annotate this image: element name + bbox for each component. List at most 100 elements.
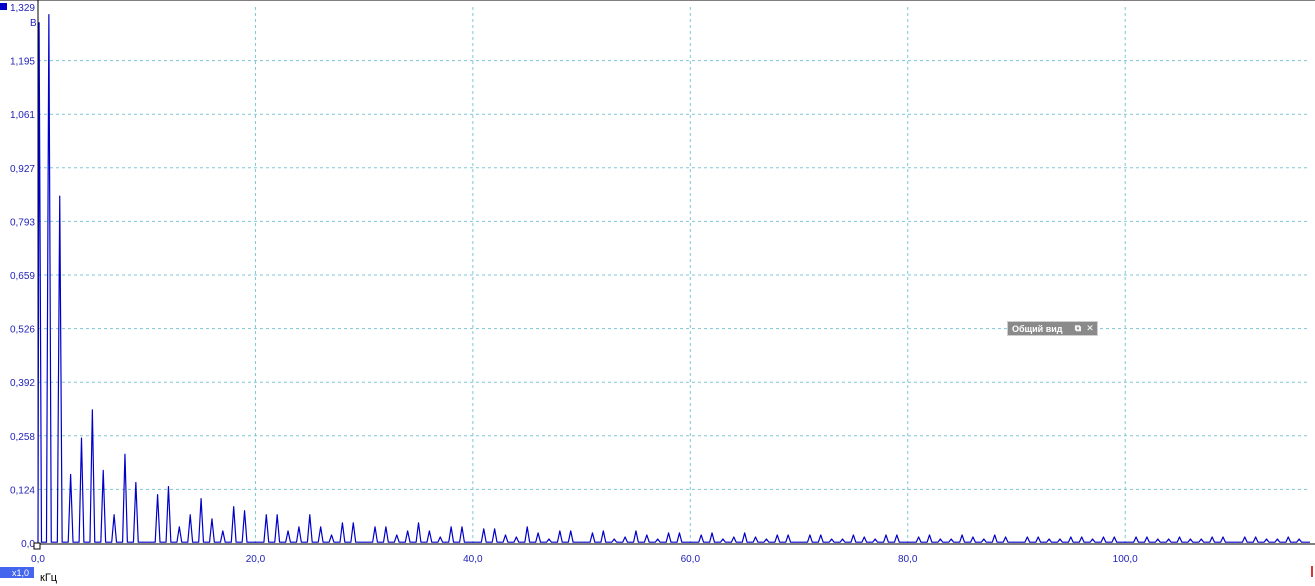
data-point <box>330 534 332 536</box>
data-point <box>211 518 213 520</box>
data-point <box>950 538 952 540</box>
data-point <box>754 536 756 538</box>
data-point <box>1146 536 1148 538</box>
data-point <box>1265 538 1267 540</box>
data-point <box>961 534 963 536</box>
overview-panel[interactable]: Общий вид ⧉ ✕ <box>1007 321 1098 336</box>
close-icon[interactable]: ✕ <box>1086 323 1094 333</box>
data-point <box>1211 536 1213 538</box>
data-point <box>656 538 658 540</box>
y-tick-label: 0,124 <box>10 485 35 496</box>
data-point <box>646 534 648 536</box>
data-point <box>1070 536 1072 538</box>
data-point <box>1254 536 1256 538</box>
y-tick-label: 0,927 <box>10 164 35 175</box>
data-point <box>678 532 680 534</box>
data-point <box>743 532 745 534</box>
data-point <box>243 510 245 512</box>
data-point <box>939 538 941 540</box>
data-point <box>309 514 311 516</box>
data-point <box>765 538 767 540</box>
x-origin-marker-icon[interactable] <box>33 542 41 550</box>
data-point <box>1059 538 1061 540</box>
data-point <box>287 530 289 532</box>
y-tick-label: 0,793 <box>10 217 35 228</box>
data-point <box>548 538 550 540</box>
x-scale-tag-label: x1,0 <box>12 568 29 578</box>
data-point <box>167 485 169 487</box>
data-point <box>1037 536 1039 538</box>
y-tick-label: 1,329 <box>10 3 35 14</box>
data-point <box>80 437 82 439</box>
data-point <box>1004 536 1006 538</box>
data-point <box>1222 536 1224 538</box>
data-point <box>124 453 126 455</box>
data-point <box>222 530 224 532</box>
data-point <box>319 526 321 528</box>
x-scale-tag[interactable] <box>0 567 34 578</box>
y-tick-labels: 1,329 1,195 1,061 0,927 0,793 0,659 0,526 0,392… <box>10 3 35 550</box>
y-tick-label: 0,392 <box>10 378 35 389</box>
data-point <box>591 532 593 534</box>
series-layer <box>37 14 1310 543</box>
y-tick-label: 1,061 <box>10 110 35 121</box>
data-point <box>406 530 408 532</box>
data-point <box>1157 538 1159 540</box>
y-tick-label: 0,526 <box>10 325 35 336</box>
data-point <box>276 514 278 516</box>
data-point <box>1287 536 1289 538</box>
x-unit-label: кГц <box>40 572 58 584</box>
data-point <box>733 536 735 538</box>
data-point <box>189 514 191 516</box>
data-point <box>559 530 561 532</box>
data-point <box>711 532 713 534</box>
data-point <box>1048 538 1050 540</box>
data-point <box>885 534 887 536</box>
data-point <box>1276 538 1278 540</box>
data-point <box>1080 536 1082 538</box>
data-point <box>1244 536 1246 538</box>
data-point <box>613 538 615 540</box>
data-point <box>102 469 104 471</box>
data-point <box>417 522 419 524</box>
data-point <box>635 530 637 532</box>
data-point <box>809 534 811 536</box>
data-point <box>428 530 430 532</box>
square-marker-icon[interactable] <box>0 3 7 10</box>
x-tick-labels: 0,0 20,0 40,0 60,0 80,0 100,0 <box>31 554 1138 565</box>
x-tick-label: 60,0 <box>681 554 701 565</box>
data-point <box>820 534 822 536</box>
data-point <box>1200 538 1202 540</box>
data-point <box>896 534 898 536</box>
series-line <box>37 14 1310 543</box>
x-tick-label: 40,0 <box>463 554 483 565</box>
data-point <box>385 526 387 528</box>
data-point <box>113 514 115 516</box>
data-point <box>1167 538 1169 540</box>
data-point <box>972 536 974 538</box>
data-point <box>135 481 137 483</box>
data-point <box>787 534 789 536</box>
data-point <box>1102 536 1104 538</box>
data-point <box>776 534 778 536</box>
data-point <box>265 514 267 516</box>
data-point <box>439 536 441 538</box>
data-point <box>526 526 528 528</box>
y-unit-label: В <box>30 18 37 29</box>
data-point <box>722 538 724 540</box>
data-point <box>570 530 572 532</box>
data-point <box>461 526 463 528</box>
data-point <box>341 522 343 524</box>
data-point <box>700 534 702 536</box>
x-tick-label: 80,0 <box>898 554 918 565</box>
data-point <box>493 528 495 530</box>
data-point <box>178 526 180 528</box>
data-point <box>1298 538 1300 540</box>
y-tick-label: 0,258 <box>10 432 35 443</box>
restore-window-icon[interactable]: ⧉ <box>1074 323 1082 333</box>
range-end-marker[interactable] <box>1311 566 1313 577</box>
y-tick-label: 1,195 <box>10 57 35 68</box>
data-point <box>983 538 985 540</box>
plot-area <box>37 0 1315 544</box>
